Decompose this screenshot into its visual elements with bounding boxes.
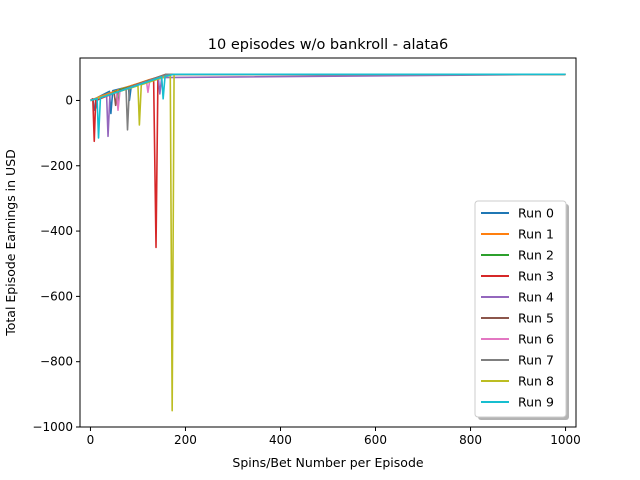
y-tick-label: −400: [40, 224, 73, 238]
legend-label: Run 0: [518, 206, 554, 221]
x-axis-label: Spins/Bet Number per Episode: [232, 455, 423, 470]
x-tick-label: 200: [174, 433, 197, 447]
legend-label: Run 1: [518, 227, 554, 242]
legend-label: Run 9: [518, 395, 554, 410]
x-axis: 0 200 400 600 800 1000: [87, 427, 581, 447]
y-tick-label: −800: [40, 355, 73, 369]
x-tick-label: 800: [459, 433, 482, 447]
y-tick-label: −1000: [32, 420, 73, 434]
chart-title: 10 episodes w/o bankroll - alata6: [208, 37, 448, 53]
legend-label: Run 6: [518, 332, 554, 347]
x-tick-label: 600: [364, 433, 387, 447]
legend: Run 0 Run 1 Run 2 Run 3 Run 4 Run 5 Run 6 Run 7…: [474, 200, 569, 420]
y-tick-label: −200: [40, 159, 73, 173]
y-tick-label: 0: [65, 93, 73, 107]
x-tick-label: 400: [269, 433, 292, 447]
y-tick-label: −600: [40, 289, 73, 303]
plot-frame: [79, 57, 577, 428]
legend-label: Run 2: [518, 248, 554, 263]
legend-label: Run 8: [518, 374, 554, 389]
legend-label: Run 3: [518, 269, 554, 284]
series-line-run-9: [90, 73, 566, 139]
series-layer: [89, 73, 566, 412]
y-axis: −1000 −800 −600 −400 −200 0: [32, 93, 80, 434]
x-tick-label: 0: [87, 433, 95, 447]
x-tick-label: 1000: [550, 433, 581, 447]
legend-label: Run 5: [518, 311, 554, 326]
legend-label: Run 7: [518, 353, 554, 368]
legend-label: Run 4: [518, 290, 554, 305]
y-axis-label: Total Episode Earnings in USD: [3, 149, 18, 337]
